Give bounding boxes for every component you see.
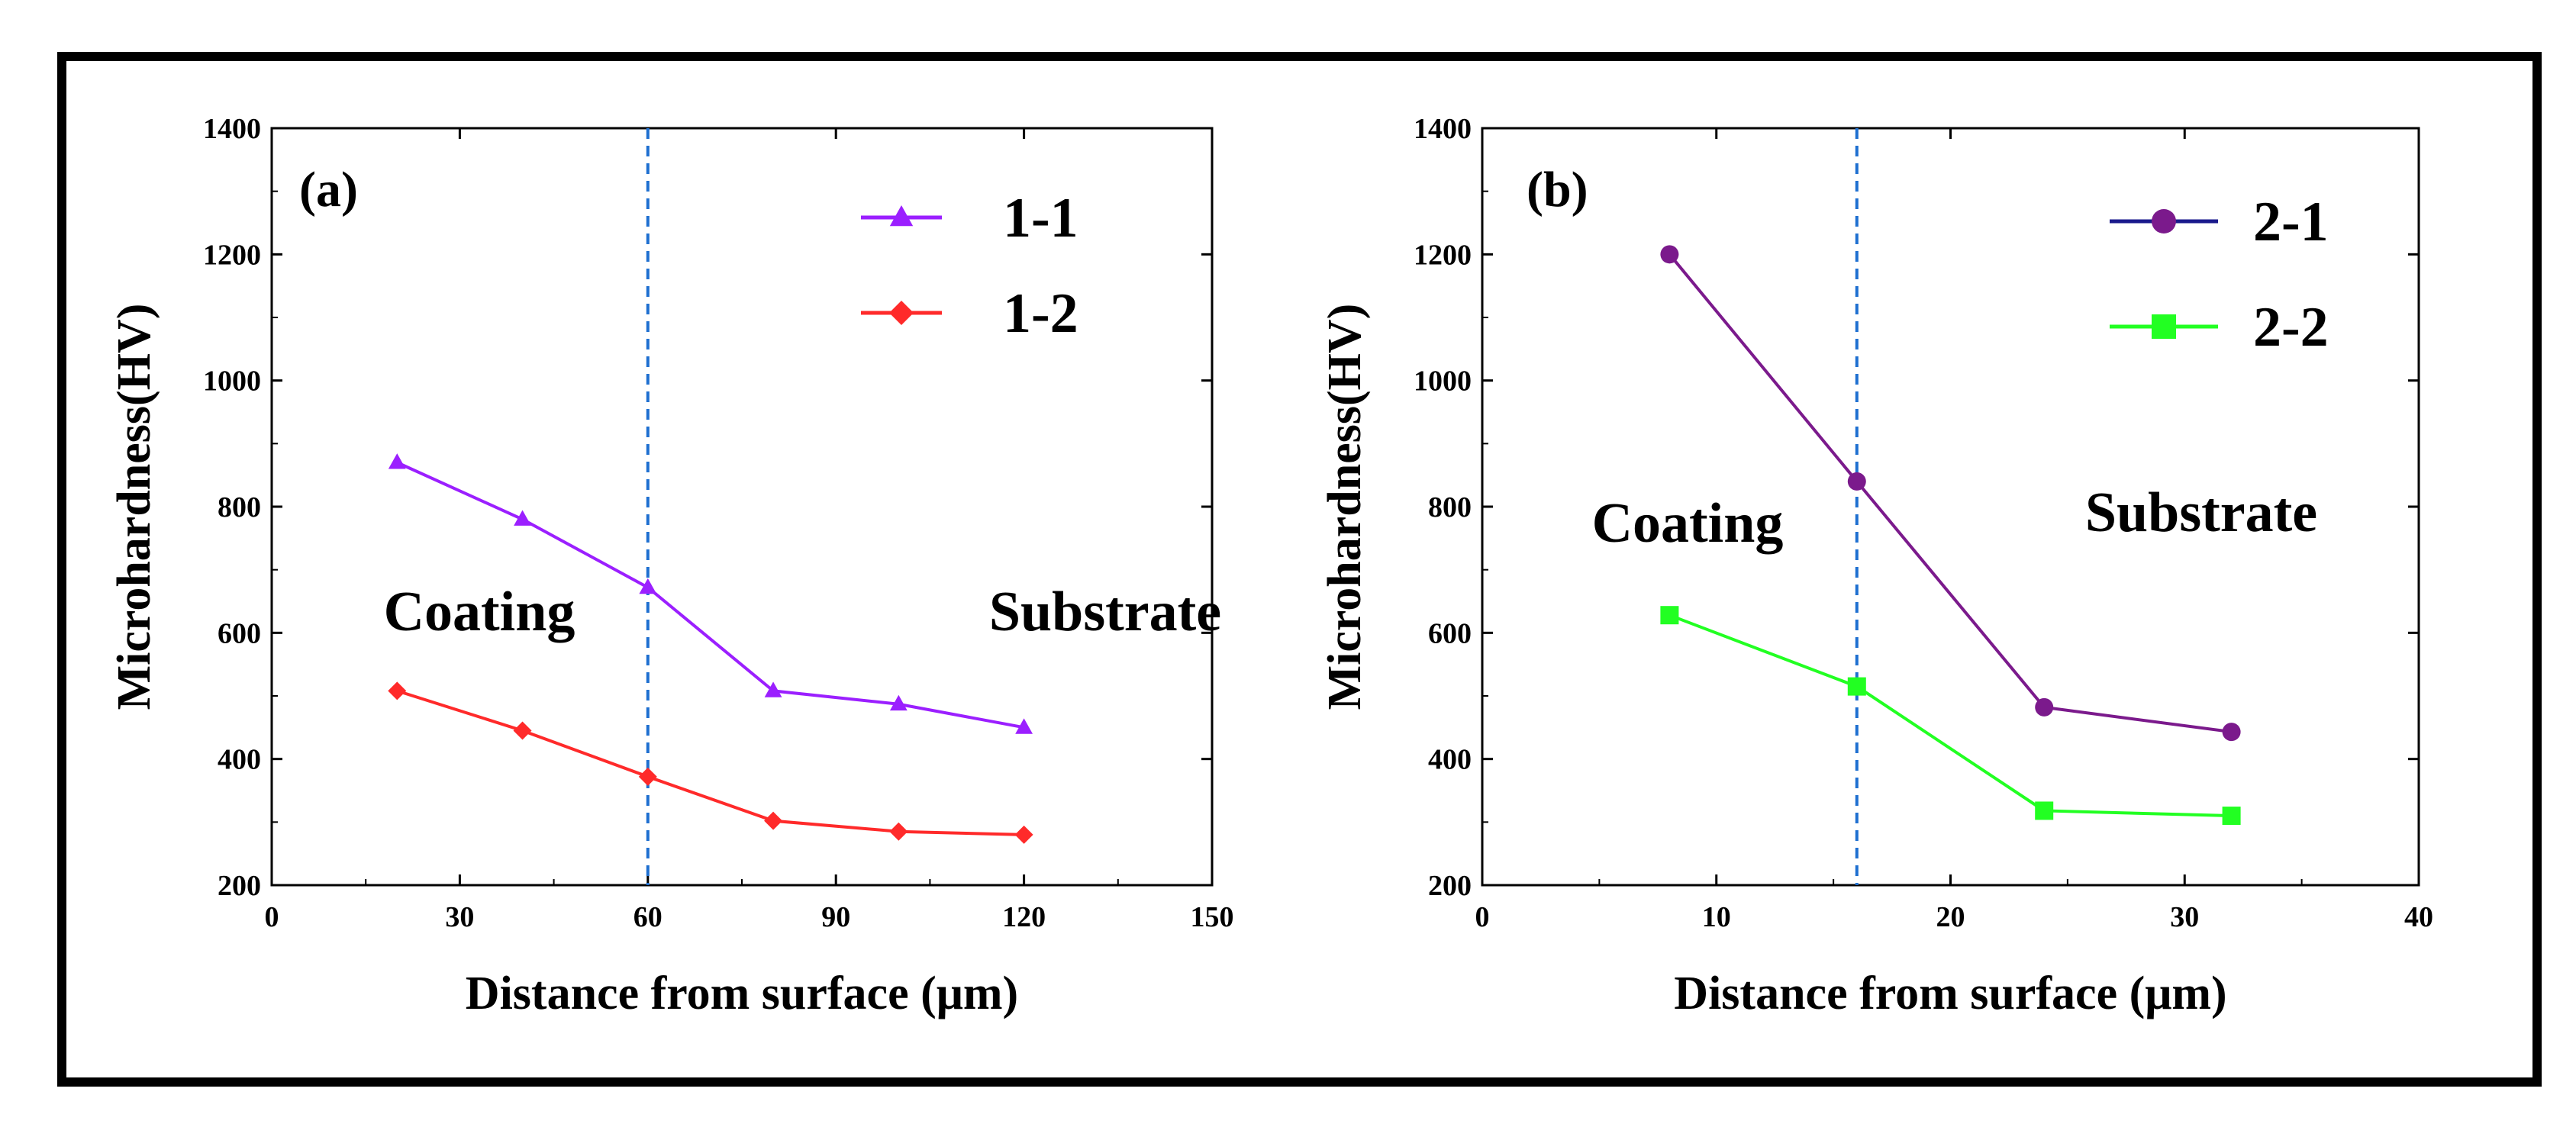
data-point-1-1	[388, 453, 406, 469]
x-tick-label: 0	[265, 901, 279, 933]
series-line-1-2	[396, 689, 1024, 836]
data-point-2-2	[2222, 807, 2241, 826]
data-point-1-1	[889, 694, 908, 711]
data-point-1-2	[513, 721, 532, 740]
legend-label-2-1: 2-1	[2253, 191, 2329, 253]
legend-marker-2-1	[2152, 209, 2176, 233]
data-point-1-2	[764, 811, 783, 830]
data-point-1-1	[514, 510, 531, 526]
x-tick-label: 30	[445, 901, 474, 933]
y-tick-label: 200	[1428, 870, 1472, 902]
y-tick-label: 600	[1428, 617, 1472, 649]
region-label-substrate: Substrate	[2085, 481, 2317, 544]
x-tick-label: 40	[2404, 901, 2433, 933]
legend-label-1-1: 1-1	[1003, 187, 1078, 250]
panel-b: 200 400 600 800 1000 1200 1400 0 10 20 30 40 Distanc…	[1319, 113, 2433, 1019]
data-point-1-1	[764, 681, 782, 697]
data-point-2-1	[1847, 472, 1866, 491]
x-tick-label: 60	[634, 901, 663, 933]
x-tick-label: 20	[1936, 901, 1965, 933]
y-axis-label: Microhardness(HV)	[1319, 304, 1371, 710]
x-axis-label: Distance from surface (μm)	[466, 968, 1018, 1019]
data-point-1-1	[1015, 718, 1033, 734]
data-point-1-1	[639, 578, 657, 594]
y-tick-label: 1200	[1414, 239, 1472, 271]
data-point-2-1	[2222, 723, 2241, 742]
y-tick-label: 1000	[203, 366, 261, 398]
region-label-substrate: Substrate	[989, 581, 1221, 643]
y-tick-label: 1400	[203, 113, 261, 145]
y-tick-label: 800	[218, 491, 261, 523]
x-axis-label: Distance from surface (μm)	[1674, 968, 2226, 1019]
legend-marker-2-2	[2152, 314, 2176, 339]
data-point-2-1	[1660, 245, 1679, 264]
panel-label: (b)	[1527, 162, 1588, 217]
data-point-1-2	[1014, 825, 1033, 844]
legend-label-1-2: 1-2	[1003, 282, 1078, 345]
series-line-1-1	[396, 461, 1024, 729]
series-line-2-1	[1668, 253, 2232, 734]
figure-frame	[57, 52, 2542, 1087]
x-tick-label: 10	[1702, 901, 1731, 933]
data-point-2-2	[1847, 677, 1866, 696]
panel-label: (a)	[299, 162, 358, 217]
x-tick-label: 120	[1002, 901, 1046, 933]
data-point-1-2	[388, 681, 407, 700]
series-line-2-2	[1668, 614, 2232, 818]
y-axis-label: Microhardness(HV)	[108, 304, 160, 710]
y-tick-label: 400	[218, 744, 261, 776]
data-point-1-2	[889, 822, 908, 841]
y-tick-label: 600	[218, 617, 261, 649]
x-tick-label: 30	[2170, 901, 2199, 933]
x-tick-label: 90	[821, 901, 850, 933]
y-tick-label: 1200	[203, 239, 261, 271]
y-tick-label: 1400	[1414, 113, 1472, 145]
y-tick-label: 400	[1428, 744, 1472, 776]
region-label-coating: Coating	[1592, 492, 1784, 555]
legend-marker-1-2	[889, 301, 914, 325]
y-tick-label: 200	[218, 870, 261, 902]
y-tick-label: 1000	[1414, 366, 1472, 398]
data-point-1-2	[638, 767, 657, 786]
legend-marker-1-1	[889, 205, 914, 227]
panel-a: 200 400 600 800 1000 1200 1400 0 30 60 90 120 150 Dis…	[108, 113, 1234, 1019]
legend-label-2-2: 2-2	[2253, 296, 2329, 359]
y-tick-label: 800	[1428, 491, 1472, 523]
x-tick-label: 0	[1475, 901, 1490, 933]
data-point-2-2	[2035, 801, 2054, 820]
data-point-2-2	[1660, 606, 1679, 625]
data-point-2-1	[2035, 697, 2054, 717]
region-label-coating: Coating	[384, 581, 575, 643]
x-tick-label: 150	[1191, 901, 1234, 933]
